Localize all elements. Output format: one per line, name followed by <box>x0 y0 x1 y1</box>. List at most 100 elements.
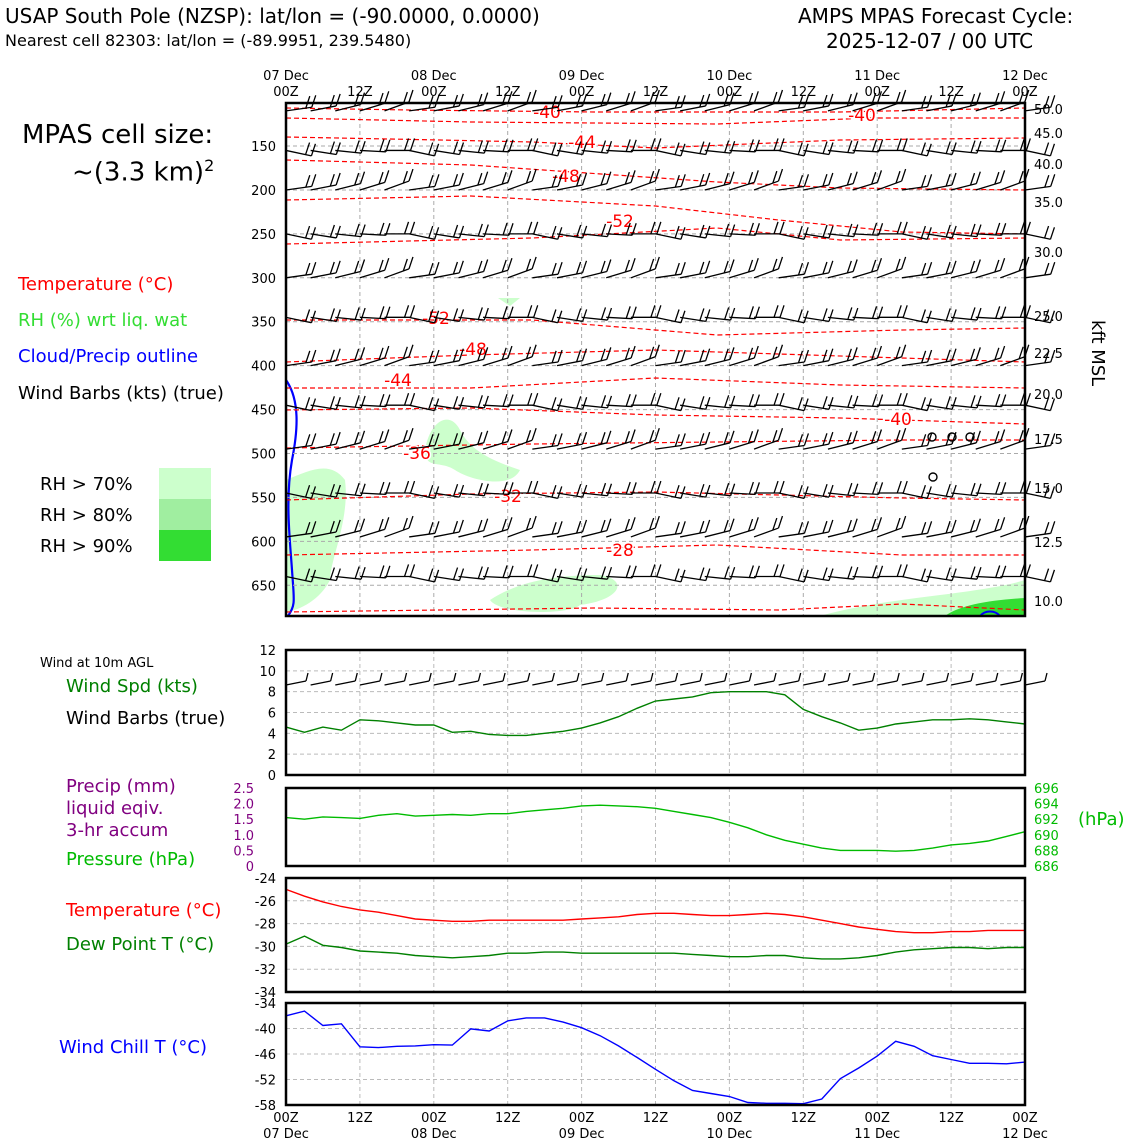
wind-barb <box>1024 309 1056 324</box>
wind-barb <box>409 484 440 500</box>
wind-barb-staff <box>950 530 977 538</box>
surface-wind-barb <box>753 672 777 686</box>
wind-barb-flag <box>354 140 360 153</box>
wind-barb-flag <box>428 434 434 447</box>
wind-barb-flag <box>335 348 341 361</box>
wind-barb-staff <box>335 442 361 450</box>
surface-barb-flag <box>699 672 703 682</box>
wind-barb-flag <box>624 431 630 444</box>
wind-barb <box>630 138 662 152</box>
surface-wind-barb <box>581 672 605 686</box>
wind-barb-flag <box>1049 398 1056 411</box>
wind-barb <box>409 309 440 324</box>
wind-barb-staff <box>433 149 460 156</box>
wind-barb-staff <box>655 444 682 450</box>
wind-barb <box>359 517 390 538</box>
wind-barb-flag <box>507 170 513 183</box>
wind-barb-flag <box>747 347 754 361</box>
wind-barb-staff <box>310 316 337 323</box>
surface-barb-flag <box>724 672 728 682</box>
surface-barb-flag <box>896 672 900 682</box>
wind-barb-staff <box>310 531 337 538</box>
wind-barb-flag <box>1019 221 1025 235</box>
wind-barb-staff <box>753 439 779 450</box>
temp-panel-y-tick-label: -26 <box>255 895 276 910</box>
wind-barb-flag <box>354 519 360 533</box>
wind-barb-flag <box>501 171 507 185</box>
wind-barb <box>926 348 957 367</box>
wind-barb-staff <box>852 528 878 538</box>
wind-barb-staff <box>433 272 460 279</box>
wind-barb <box>901 174 933 191</box>
wind-barb-staff <box>778 273 805 279</box>
wind-barb-staff <box>778 361 805 367</box>
surface-barb-staff <box>482 680 504 686</box>
wind-barb-flag <box>674 350 680 364</box>
wind-barb-staff <box>926 531 953 538</box>
wind-barb-flag <box>403 392 410 406</box>
wind-barb-staff <box>606 149 633 153</box>
wind-barb <box>606 429 636 450</box>
wind-barb-flag <box>926 261 933 275</box>
wind-barb-flag <box>846 519 852 533</box>
temperature-contour <box>285 603 1026 613</box>
cell-size-label: MPAS cell size: <box>22 120 214 150</box>
wind-barb-flag <box>600 172 606 186</box>
wind-barb-staff <box>458 270 484 279</box>
wind-barb-staff <box>926 105 953 112</box>
wind-barb-flag <box>576 567 582 580</box>
surface-barb-staff <box>655 680 676 686</box>
wind-barb <box>359 429 390 450</box>
wind-barb-staff <box>680 531 706 538</box>
wind-barb-flag <box>452 94 459 108</box>
top-x-time-label: 00Z <box>421 85 447 100</box>
wind-barb-flag <box>1049 486 1056 499</box>
wind-barb <box>606 517 636 538</box>
wind-barb <box>680 431 711 450</box>
wind-barb-flag <box>384 91 390 104</box>
wind-barb <box>778 225 809 240</box>
wind-barb-flag <box>976 307 982 321</box>
wind-barb-staff <box>384 180 410 191</box>
wind-barb-flag <box>779 392 785 406</box>
wind-barb-flag <box>1025 392 1031 406</box>
wind-barb-flag <box>654 256 660 270</box>
wind-barb-flag <box>999 429 1006 442</box>
surface-barb-staff <box>606 680 627 686</box>
wind-barb-flag <box>525 258 532 272</box>
wind-barb-staff <box>581 530 607 538</box>
wind-barb-staff <box>556 404 583 410</box>
wind-barb-staff <box>778 404 805 412</box>
wind-barb-flag <box>999 517 1006 530</box>
wind-barb-staff <box>409 532 436 538</box>
wind-barb-staff <box>1024 361 1051 367</box>
wind-barb <box>926 519 957 538</box>
wind-barb <box>532 142 563 157</box>
wind-barb-staff <box>753 268 779 279</box>
top-x-date-label: 09 Dec <box>559 69 605 84</box>
wind-barb-flag <box>1018 258 1024 272</box>
bottom-x-time-label: 00Z <box>1012 1111 1038 1126</box>
wind-barb <box>384 428 414 450</box>
wind-barb-flag <box>624 171 630 185</box>
wind-barb-flag <box>779 564 785 577</box>
wind-barb-staff <box>827 316 854 321</box>
wind-barb-flag <box>458 484 465 498</box>
wind-barb-flag <box>926 521 933 534</box>
wind-barb-staff <box>507 527 533 538</box>
wind-barb <box>852 170 883 191</box>
precip-tick-label: 2.5 <box>233 782 254 797</box>
wind-barb-flag <box>600 307 607 320</box>
wind-barb-flag <box>581 431 588 445</box>
wind-barb-flag <box>852 430 858 444</box>
surface-barb-flag <box>798 672 802 682</box>
wind-barb-staff <box>581 270 607 279</box>
wind-barb <box>507 515 537 538</box>
wind-barb-flag <box>724 140 730 153</box>
y-tick-label: 650 <box>251 579 276 594</box>
wind-panel-frame <box>284 648 1027 777</box>
wind-barb-flag <box>581 172 588 186</box>
wind-barb-flag <box>705 348 711 361</box>
wind-barb-staff <box>704 233 731 238</box>
wind-barb-staff <box>433 105 460 112</box>
